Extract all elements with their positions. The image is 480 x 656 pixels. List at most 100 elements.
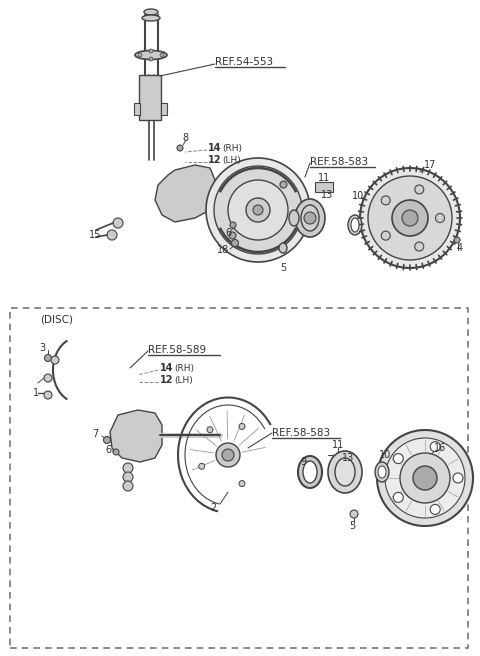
Ellipse shape	[144, 9, 158, 15]
Text: (LH): (LH)	[174, 375, 193, 384]
Circle shape	[381, 196, 390, 205]
Circle shape	[430, 441, 440, 451]
Circle shape	[454, 237, 460, 243]
Circle shape	[415, 242, 424, 251]
Circle shape	[113, 218, 123, 228]
Circle shape	[149, 49, 153, 53]
Circle shape	[453, 473, 463, 483]
Circle shape	[377, 430, 473, 526]
Circle shape	[253, 205, 263, 215]
Text: 12: 12	[208, 155, 221, 165]
Circle shape	[44, 391, 52, 399]
Circle shape	[430, 504, 440, 514]
Text: 6: 6	[225, 228, 231, 238]
Ellipse shape	[328, 451, 362, 493]
Polygon shape	[110, 410, 162, 462]
Text: 13: 13	[321, 190, 333, 200]
Text: 5: 5	[280, 263, 286, 273]
Circle shape	[400, 453, 450, 503]
Text: 9: 9	[300, 457, 306, 467]
Text: 13: 13	[342, 453, 354, 463]
Ellipse shape	[279, 243, 287, 253]
Text: REF.58-583: REF.58-583	[272, 428, 330, 438]
Circle shape	[348, 470, 352, 474]
Circle shape	[239, 423, 245, 430]
Circle shape	[228, 180, 288, 240]
Ellipse shape	[335, 458, 355, 486]
Text: REF.54-553: REF.54-553	[215, 57, 273, 67]
Text: 8: 8	[182, 133, 188, 143]
Circle shape	[413, 466, 437, 490]
Ellipse shape	[378, 466, 386, 478]
Ellipse shape	[351, 218, 359, 232]
Ellipse shape	[295, 199, 325, 237]
Bar	[336, 456, 354, 466]
Circle shape	[381, 231, 390, 240]
Circle shape	[239, 481, 245, 487]
Circle shape	[216, 443, 240, 467]
Circle shape	[45, 354, 51, 361]
Circle shape	[44, 374, 52, 382]
Text: 14: 14	[208, 143, 221, 153]
Circle shape	[350, 510, 358, 518]
Circle shape	[138, 53, 142, 57]
Circle shape	[123, 481, 133, 491]
Ellipse shape	[298, 456, 322, 488]
Ellipse shape	[301, 205, 319, 231]
Bar	[315, 182, 333, 192]
Circle shape	[104, 436, 110, 443]
Circle shape	[246, 198, 270, 222]
Ellipse shape	[375, 462, 389, 482]
Circle shape	[230, 222, 236, 228]
Circle shape	[149, 57, 153, 61]
Circle shape	[392, 200, 428, 236]
Circle shape	[51, 356, 59, 364]
Text: 11: 11	[332, 440, 344, 450]
Circle shape	[385, 438, 465, 518]
Bar	[161, 103, 167, 115]
FancyBboxPatch shape	[10, 308, 468, 648]
Text: 15: 15	[89, 230, 101, 240]
Bar	[134, 103, 140, 115]
Circle shape	[160, 53, 164, 57]
Circle shape	[113, 449, 119, 455]
Circle shape	[231, 239, 239, 247]
Text: (RH): (RH)	[222, 144, 242, 152]
Ellipse shape	[142, 15, 160, 21]
Circle shape	[177, 145, 183, 151]
Polygon shape	[155, 165, 215, 222]
Ellipse shape	[303, 461, 317, 483]
Ellipse shape	[348, 215, 362, 235]
Circle shape	[402, 210, 418, 226]
Text: 3: 3	[39, 343, 45, 353]
Text: (RH): (RH)	[174, 363, 194, 373]
Text: 16: 16	[434, 443, 446, 453]
Text: 18: 18	[217, 245, 229, 255]
Text: 11: 11	[318, 173, 330, 183]
Circle shape	[393, 493, 403, 502]
Ellipse shape	[289, 210, 299, 226]
Text: 2: 2	[210, 503, 216, 513]
Text: 5: 5	[349, 521, 355, 531]
Text: 6: 6	[105, 445, 111, 455]
Text: REF.58-589: REF.58-589	[148, 345, 206, 355]
Circle shape	[280, 181, 287, 188]
Ellipse shape	[135, 51, 167, 60]
Text: (DISC): (DISC)	[40, 315, 73, 325]
Circle shape	[199, 463, 204, 469]
Text: REF.58-583: REF.58-583	[310, 157, 368, 167]
Circle shape	[415, 185, 424, 194]
Circle shape	[337, 470, 343, 474]
Circle shape	[206, 158, 310, 262]
Circle shape	[123, 472, 133, 482]
Text: (LH): (LH)	[222, 155, 241, 165]
Circle shape	[207, 426, 213, 433]
Text: 14: 14	[160, 363, 173, 373]
Text: 10: 10	[379, 450, 391, 460]
Bar	[139, 75, 161, 120]
Text: 12: 12	[160, 375, 173, 385]
Circle shape	[304, 212, 316, 224]
Circle shape	[123, 463, 133, 473]
Circle shape	[214, 166, 302, 254]
Circle shape	[107, 230, 117, 240]
